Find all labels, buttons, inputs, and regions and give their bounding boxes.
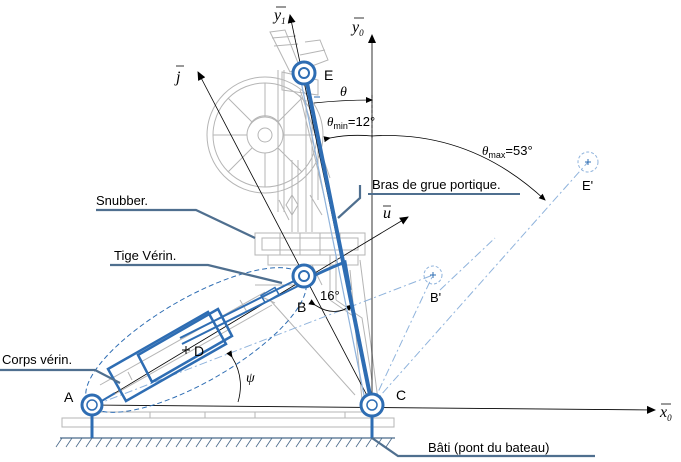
svg-text:y0: y0 [350, 19, 364, 38]
svg-text:x0: x0 [659, 404, 672, 423]
u-label: u [383, 205, 391, 222]
support-legs [255, 255, 379, 401]
point-e-prime-circle [577, 151, 599, 173]
theta-min-value: =12° [348, 114, 375, 129]
theta-max-symbol: θ [482, 143, 489, 158]
theta-min-symbol: θ [327, 114, 334, 129]
theta-max-subscript: max [488, 150, 506, 160]
svg-text:θmax=53°: θmax=53° [482, 143, 533, 160]
mechanism [80, 60, 385, 438]
callout-snubber-text: Snubber. [96, 193, 148, 208]
ground-hatching [55, 437, 395, 448]
bras-callout-underline [368, 193, 520, 195]
point-b-label: B [297, 299, 306, 315]
cylinder-body [106, 307, 234, 403]
crane-background-drawing [61, 29, 395, 428]
callout-bras-text: Bras de grue portique. [372, 177, 501, 192]
point-e-label: E [324, 67, 333, 83]
callout-tige-text: Tige Vérin. [114, 248, 176, 263]
y0-subscript: 0 [359, 28, 364, 38]
callout-lines [0, 185, 595, 458]
callout-corps-text: Corps vérin. [2, 352, 72, 367]
psi-label: ψ [246, 371, 255, 386]
joint-a [80, 393, 104, 417]
angle-16-label: 16° [320, 288, 340, 303]
point-b-prime-label: B' [430, 290, 441, 305]
point-d-label: D [194, 343, 204, 359]
svg-text:θmin=12°: θmin=12° [327, 114, 375, 131]
svg-text:y1: y1 [272, 7, 286, 26]
point-b-prime-circle [423, 265, 443, 285]
base-plate-gray [61, 411, 395, 428]
boom-frame [269, 29, 331, 232]
y0-label: y [350, 19, 360, 36]
joint-c [359, 392, 385, 418]
j-label: j [174, 69, 181, 86]
joint-b [291, 263, 317, 289]
angle-arcs [226, 97, 546, 403]
theta-min-subscript: min [333, 121, 348, 131]
y1-label: y [272, 7, 282, 24]
joint-e [291, 60, 317, 86]
axes [89, 14, 656, 414]
point-a-label: A [64, 389, 74, 405]
cylinder-rod [179, 277, 303, 345]
point-c-label: C [396, 387, 406, 403]
x0-subscript: 0 [667, 413, 672, 423]
y1-subscript: 1 [281, 16, 286, 26]
cylinder-group-ellipse [85, 267, 307, 413]
j-axis [197, 71, 373, 406]
x0-label: x [659, 404, 667, 421]
theta-label: θ [340, 85, 347, 100]
point-e-prime-label: E' [582, 178, 593, 193]
labels: y1 y0 x0 j u θ θmin=12° θmax=53° ψ 16° E… [2, 6, 672, 455]
callout-bati-text: Bâti (pont du bateau) [428, 440, 549, 455]
point-d-cross [182, 346, 190, 354]
theta-max-value: =53° [505, 143, 532, 158]
